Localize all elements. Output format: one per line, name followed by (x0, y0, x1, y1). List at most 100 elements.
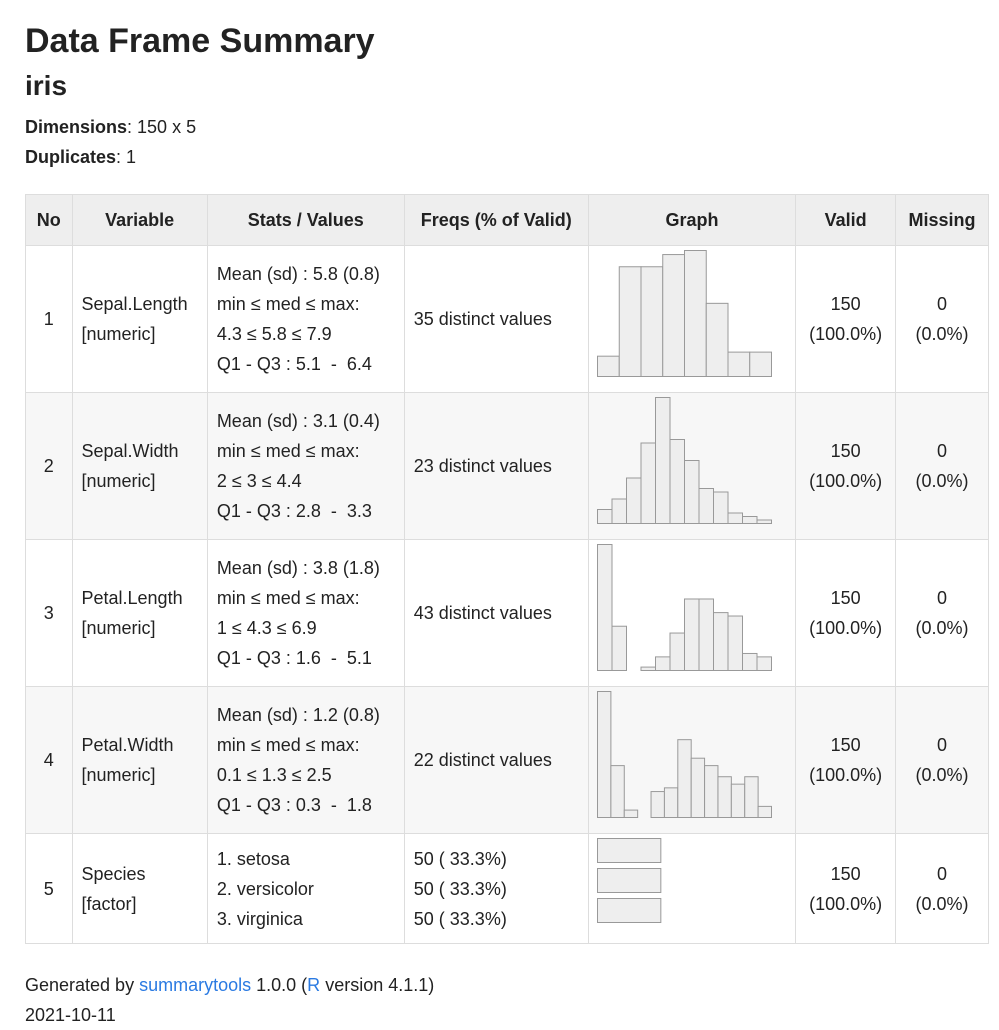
column-header: Stats / Values (206, 194, 405, 246)
histogram-bar (650, 791, 665, 818)
histogram-bar (663, 787, 678, 819)
missing-percent: (0.0%) (915, 471, 969, 491)
missing-percent: (0.0%) (915, 893, 969, 914)
valid: 150 (100.0%) (795, 686, 896, 834)
histogram-bar (596, 509, 613, 524)
stats: Mean (sd) : 3.8 (1.8) min ≤ med ≤ max: 1 ≤… (206, 539, 405, 687)
column-header: Missing (894, 194, 990, 246)
graph (587, 539, 797, 687)
label: Dimensions (25, 117, 128, 137)
duplicates: Duplicates: 1 (25, 142, 989, 172)
variable-name: Sepal.Width (81, 441, 179, 461)
histogram-bar (727, 512, 743, 524)
histogram-bar (730, 783, 745, 818)
freq-bar (596, 868, 662, 893)
text: version 4.1.1) (325, 975, 435, 995)
bar-graph (596, 838, 662, 923)
histogram-bar (757, 805, 772, 819)
missing: 0 (0.0%) (894, 392, 990, 540)
stats-line: min ≤ med ≤ max: (216, 588, 360, 608)
stats-line: Q1 - Q3 : 0.3 - 1.8 (216, 795, 372, 815)
variable: Petal.Width [numeric] (71, 686, 208, 834)
valid: 150 (100.0%) (795, 392, 896, 540)
dimensions: Dimensions: 150 x 5 (25, 112, 989, 142)
stats-line: Mean (sd) : 1.2 (0.8) (216, 705, 380, 725)
histogram-bar (640, 442, 656, 524)
stats-line: min ≤ med ≤ max: (216, 294, 360, 314)
row: 1 Sepal.Length [numeric] Mean (sd) : 5.8 (0… (25, 245, 990, 393)
histogram (596, 544, 772, 672)
missing: 0 (0.0%) (894, 245, 990, 393)
missing-count: 0 (936, 294, 947, 314)
value: : 1 (116, 147, 137, 167)
histogram-bar (596, 544, 613, 671)
row: 3 Petal.Length [numeric] Mean (sd) : 3.8 (1… (25, 539, 990, 687)
row-number: 4 (25, 686, 73, 834)
valid-count: 150 (830, 294, 861, 314)
histogram-bar (727, 615, 743, 671)
histogram-bar (741, 652, 758, 672)
valid-count: 150 (830, 863, 861, 884)
valid-percent: (100.0%) (809, 893, 883, 914)
freqs: 23 distinct values (403, 392, 589, 540)
histogram-bar (618, 266, 642, 377)
histogram-bar (661, 254, 685, 378)
stats: Mean (sd) : 1.2 (0.8) min ≤ med ≤ max: 0.1… (206, 686, 405, 834)
histogram-bar (683, 460, 700, 524)
row-number: 5 (25, 833, 73, 944)
valid-percent: (100.0%) (809, 618, 883, 638)
text: 1.0.0 ( (256, 975, 308, 995)
freq-bar (596, 838, 662, 863)
variable-type: [numeric] (81, 765, 156, 785)
stats-line: Mean (sd) : 5.8 (0.8) (216, 264, 380, 284)
histogram-bar (654, 656, 671, 672)
histogram-bar (712, 491, 729, 524)
histogram-bar (676, 739, 692, 819)
header-row: No Variable Stats / Values Freqs (% of Vali… (25, 194, 990, 246)
histogram-bar (623, 809, 638, 818)
column-header: No (25, 194, 73, 246)
missing-count: 0 (936, 863, 947, 884)
histogram-bar (669, 632, 685, 672)
graph (587, 392, 797, 540)
stats-line: Mean (sd) : 3.8 (1.8) (216, 558, 380, 578)
histogram-bar (748, 351, 772, 377)
date: 2021-10-11 (25, 1005, 116, 1025)
report: Data Frame Summary iris Dimensions: 150 … (25, 0, 990, 1030)
link[interactable]: R (307, 975, 321, 995)
histogram-bar (596, 355, 620, 378)
column-header: Valid (795, 194, 896, 246)
histogram-bar (640, 666, 656, 672)
histogram-bar (596, 691, 612, 818)
freq-line: 50 ( 33.3%) (413, 908, 507, 929)
text: Generated by (25, 975, 135, 995)
stats-line: 4.3 ≤ 5.8 ≤ 7.9 (216, 324, 332, 344)
missing: 0 (0.0%) (894, 686, 990, 834)
valid-percent: (100.0%) (809, 765, 883, 785)
variable: Sepal.Width [numeric] (71, 392, 208, 540)
link[interactable]: summarytools (139, 975, 252, 995)
missing: 0 (0.0%) (894, 833, 990, 944)
missing-percent: (0.0%) (915, 765, 969, 785)
title: Data Frame Summary (25, 22, 375, 60)
freq-line: 50 ( 33.3%) (413, 848, 507, 869)
footer: Generated by summarytools 1.0.0 (R versi… (25, 970, 989, 1030)
variable-name: Sepal.Length (81, 294, 188, 314)
variable-type: [numeric] (81, 324, 156, 344)
histogram (596, 250, 772, 378)
graph (587, 245, 797, 393)
row: 2 Sepal.Width [numeric] Mean (sd) : 3.1 (0.… (25, 392, 990, 540)
valid: 150 (100.0%) (795, 833, 896, 944)
variable-type: [numeric] (81, 618, 156, 638)
histogram-bar (727, 351, 750, 377)
missing: 0 (0.0%) (894, 539, 990, 687)
column-header: Variable (71, 194, 208, 246)
histogram-bar (698, 598, 714, 671)
freqs: 35 distinct values (403, 245, 589, 393)
missing-count: 0 (936, 588, 947, 608)
histogram-bar (703, 765, 719, 818)
histogram-bar (712, 612, 729, 671)
variable-type: [factor] (81, 893, 137, 914)
variable: Species [factor] (71, 833, 208, 944)
